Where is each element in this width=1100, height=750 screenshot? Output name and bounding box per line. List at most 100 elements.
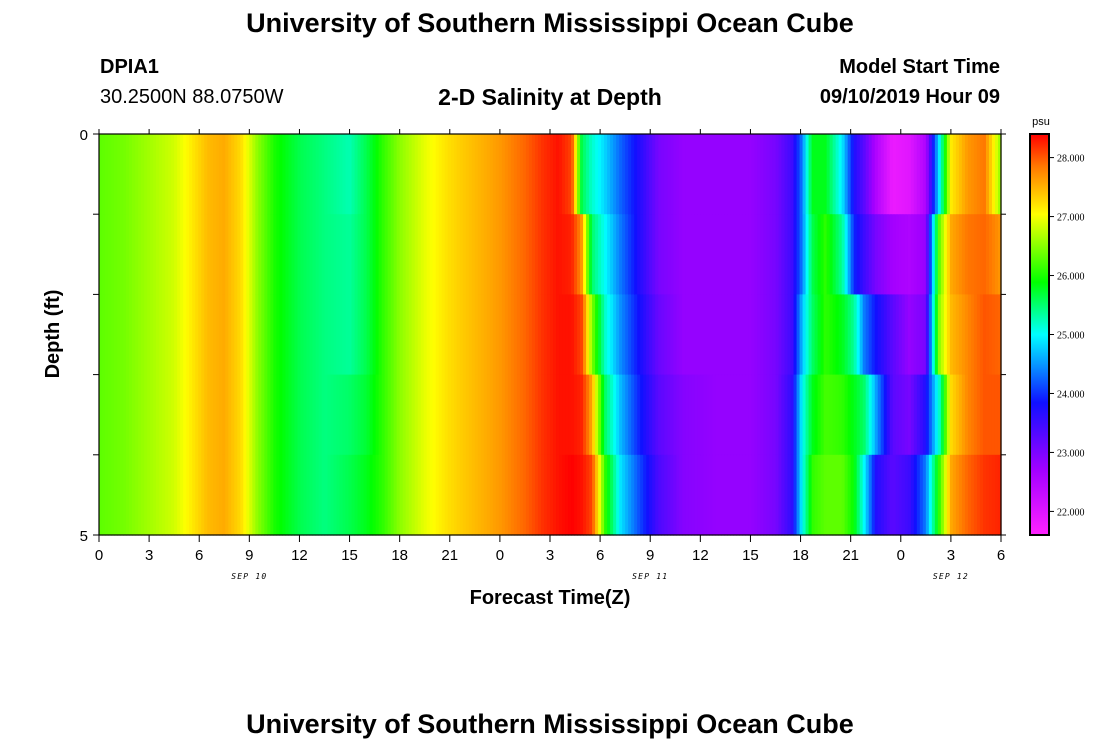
heatmap-cell <box>805 374 810 456</box>
heatmap-cell <box>189 454 193 536</box>
heatmap-cell <box>586 294 590 376</box>
heatmap-cell <box>835 454 840 536</box>
heatmap-cell <box>141 374 145 456</box>
heatmap-cell <box>700 454 704 536</box>
heatmap-cell <box>135 134 139 215</box>
heatmap-cell <box>267 294 271 376</box>
heatmap-cell <box>447 134 452 215</box>
heatmap-cell <box>213 214 217 295</box>
heatmap-cell <box>153 294 157 376</box>
heatmap-cell <box>646 134 650 215</box>
heatmap-cell <box>709 214 713 295</box>
heatmap-cell <box>646 454 650 536</box>
heatmap-cell <box>450 134 455 215</box>
heatmap-cell <box>874 134 879 215</box>
heatmap-cell <box>444 294 449 376</box>
heatmap-cell <box>519 294 524 376</box>
heatmap-cell <box>745 294 750 376</box>
station-coordinates: 30.2500N 88.0750W <box>100 86 284 108</box>
heatmap-cell <box>102 374 106 456</box>
heatmap-cell <box>652 214 656 295</box>
heatmap-cell <box>540 454 545 536</box>
heatmap-cell <box>676 374 680 456</box>
heatmap-cell <box>925 294 930 376</box>
heatmap-cell <box>673 454 677 536</box>
heatmap-cell <box>546 214 551 295</box>
heatmap-cell <box>489 454 494 536</box>
heatmap-cell <box>760 134 765 215</box>
heatmap-cell <box>640 214 644 295</box>
heatmap-cell <box>697 134 701 215</box>
heatmap-cell <box>342 294 347 376</box>
heatmap-cell <box>637 454 641 536</box>
heatmap-cell <box>778 134 783 215</box>
heatmap-cell <box>132 294 136 376</box>
heatmap-cell <box>730 374 735 456</box>
heatmap-cell <box>504 134 509 215</box>
heatmap-cell <box>144 214 148 295</box>
heatmap-cell <box>913 134 918 215</box>
heatmap-cell <box>856 294 861 376</box>
heatmap-cell <box>787 374 792 456</box>
heatmap-cell <box>904 134 909 215</box>
heatmap-cell <box>366 214 371 295</box>
heatmap-cell <box>949 134 954 215</box>
heatmap-cell <box>607 214 611 295</box>
heatmap-cell <box>976 294 981 376</box>
heatmap-cell <box>171 134 175 215</box>
heatmap-cell <box>354 294 359 376</box>
heatmap-cell <box>360 294 365 376</box>
heatmap-cell <box>829 454 834 536</box>
heatmap-cell <box>979 454 984 536</box>
heatmap-cell <box>625 454 629 536</box>
heatmap-cell <box>537 294 542 376</box>
heatmap-cell <box>958 454 963 536</box>
heatmap-cell <box>237 374 241 456</box>
heatmap-cell <box>604 294 608 376</box>
heatmap-cell <box>823 294 828 376</box>
heatmap-cell <box>348 214 353 295</box>
heatmap-cell <box>724 294 728 376</box>
heatmap-cell <box>174 214 178 295</box>
heatmap-cell <box>459 134 464 215</box>
heatmap-cell <box>730 214 735 295</box>
heatmap-cell <box>390 294 395 376</box>
heatmap-cell <box>438 454 443 536</box>
heatmap-cell <box>528 374 533 456</box>
heatmap-cell <box>931 454 936 536</box>
heatmap-cell <box>643 214 647 295</box>
x-tick-label: 18 <box>391 547 408 564</box>
heatmap-cell <box>198 294 202 376</box>
heatmap-cell <box>501 374 506 456</box>
heatmap-cell <box>147 454 151 536</box>
heatmap-cell <box>333 214 338 295</box>
heatmap-cell <box>802 454 807 536</box>
heatmap-cell <box>598 454 602 536</box>
heatmap-cell <box>856 454 861 536</box>
heatmap-cell <box>471 294 476 376</box>
heatmap-cell <box>604 214 608 295</box>
heatmap-cell <box>546 134 551 215</box>
heatmap-cell <box>270 294 274 376</box>
heatmap-cell <box>658 374 662 456</box>
heatmap-cell <box>459 294 464 376</box>
heatmap-cell <box>649 374 653 456</box>
heatmap-cell <box>105 134 109 215</box>
heatmap-cell <box>468 294 473 376</box>
heatmap-cell <box>955 214 960 295</box>
heatmap-cell <box>174 454 178 536</box>
heatmap-cell <box>955 454 960 536</box>
heatmap-cell <box>829 134 834 215</box>
heatmap-cell <box>889 294 894 376</box>
heatmap-cell <box>916 294 921 376</box>
heatmap-cell <box>501 214 506 295</box>
heatmap-cell <box>372 214 377 295</box>
heatmap-cell <box>204 454 208 536</box>
heatmap-cell <box>531 294 536 376</box>
heatmap-cell <box>432 214 437 295</box>
heatmap-cell <box>201 374 205 456</box>
heatmap-cell <box>940 374 945 456</box>
heatmap-cell <box>462 294 467 376</box>
heatmap-cell <box>550 454 554 536</box>
heatmap-cell <box>946 374 951 456</box>
